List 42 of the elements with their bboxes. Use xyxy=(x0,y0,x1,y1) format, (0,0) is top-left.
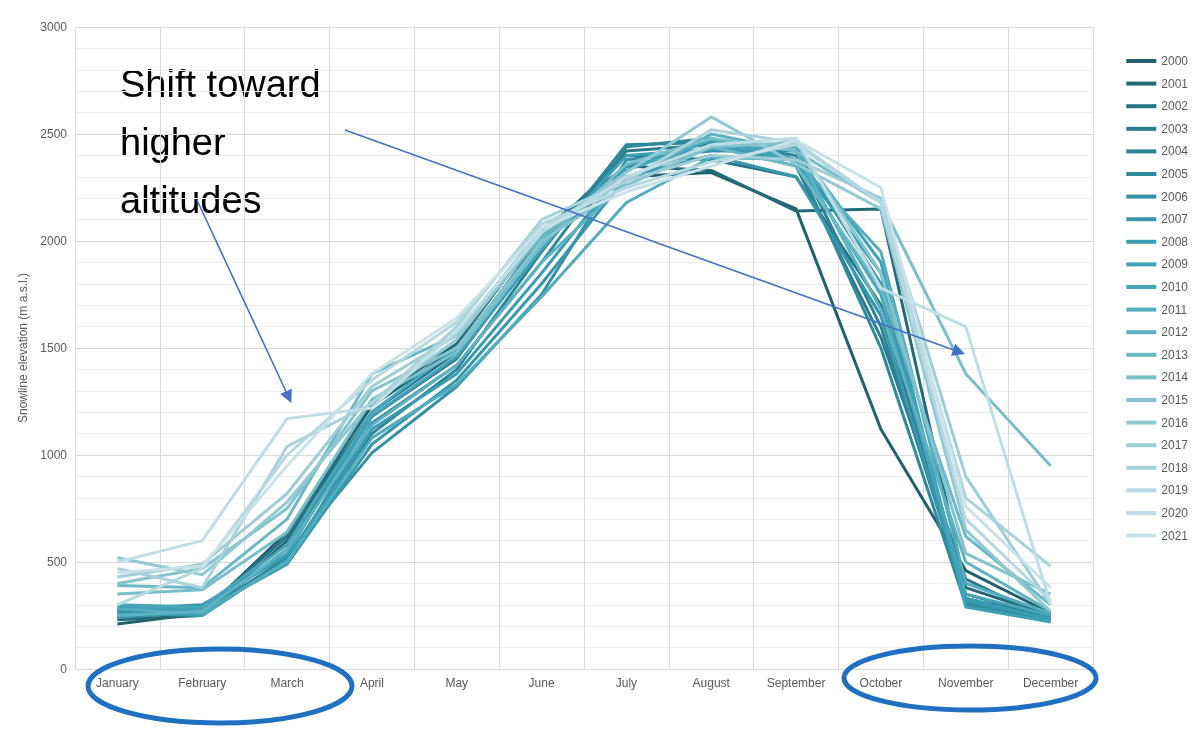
legend-label: 2014 xyxy=(1161,370,1189,385)
legend-label: 2019 xyxy=(1161,483,1189,498)
legend-label: 2000 xyxy=(1161,54,1189,68)
legend-label: 2002 xyxy=(1161,99,1189,114)
legend-label: 2003 xyxy=(1161,121,1189,136)
x-tick-label: July xyxy=(615,676,638,690)
y-tick-label: 3000 xyxy=(40,20,68,34)
legend-label: 2006 xyxy=(1161,189,1189,204)
legend-label: 2007 xyxy=(1161,212,1189,227)
legend-label: 2015 xyxy=(1161,393,1189,407)
legend-label: 2001 xyxy=(1161,76,1189,91)
x-tick-label: April xyxy=(359,676,384,690)
legend-label: 2013 xyxy=(1161,347,1189,362)
x-tick-label: February xyxy=(178,676,227,690)
x-tick-label: May xyxy=(445,676,469,690)
x-tick-label: December xyxy=(1022,676,1079,690)
x-tick-label: August xyxy=(692,676,731,690)
y-tick-label: 2000 xyxy=(40,234,68,248)
x-tick-label: September xyxy=(766,676,826,690)
y-tick-label: 1500 xyxy=(40,341,68,355)
y-tick-label: 1000 xyxy=(40,448,68,462)
legend-label: 2020 xyxy=(1161,506,1189,520)
x-tick-label: January xyxy=(96,676,139,690)
y-tick-label: 0 xyxy=(60,662,68,676)
legend-label: 2004 xyxy=(1161,144,1189,159)
legend-label: 2021 xyxy=(1161,528,1189,543)
x-tick-label: March xyxy=(270,676,304,690)
x-tick-label: November xyxy=(938,676,994,690)
legend-label: 2011 xyxy=(1161,302,1188,317)
y-axis-title: Snowline elevation (m a.s.l.) xyxy=(16,272,31,424)
legend-label: 2017 xyxy=(1161,438,1189,453)
x-tick-label: June xyxy=(528,676,555,690)
y-tick-label: 2500 xyxy=(40,127,68,141)
legend-label: 2010 xyxy=(1161,280,1189,294)
legend-label: 2012 xyxy=(1161,325,1189,340)
x-tick-label: October xyxy=(859,676,903,690)
legend-label: 2016 xyxy=(1161,415,1189,430)
legend-label: 2018 xyxy=(1161,460,1189,475)
y-tick-label: 500 xyxy=(46,555,68,569)
legend-label: 2008 xyxy=(1161,234,1189,249)
legend-label: 2005 xyxy=(1161,167,1189,181)
legend-label: 2009 xyxy=(1161,257,1189,272)
